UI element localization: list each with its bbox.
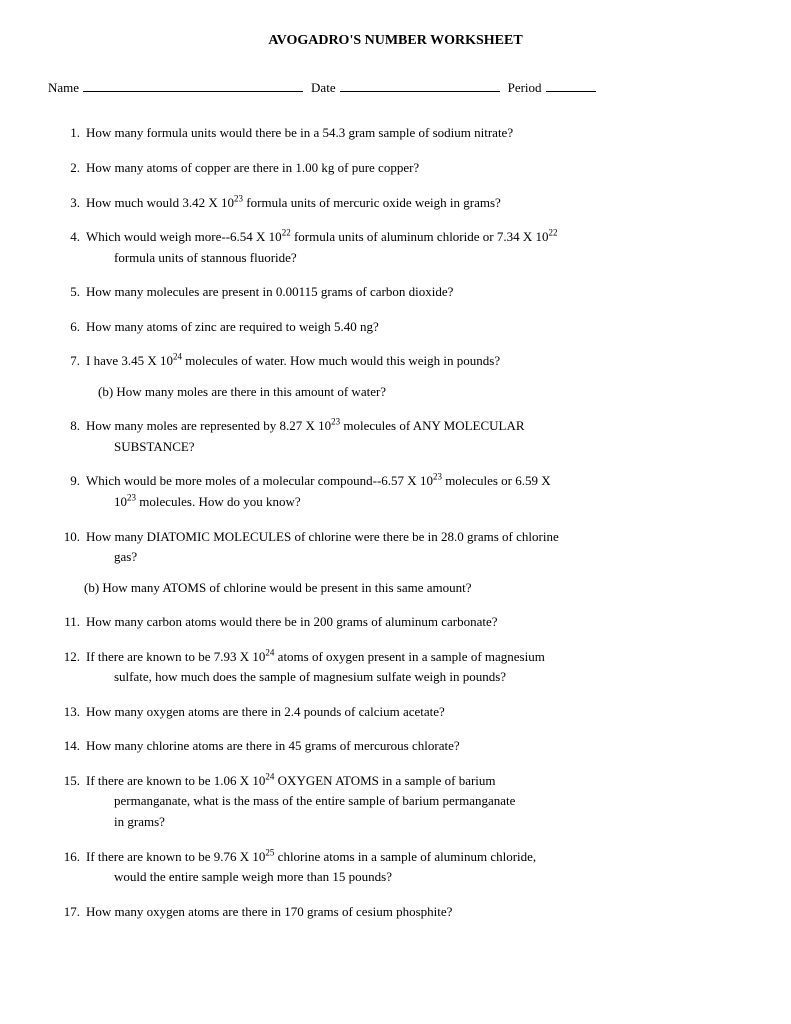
sub-question: (b) How many ATOMS of chlorine would be … bbox=[58, 579, 743, 597]
question-continuation: 1023 molecules. How do you know? bbox=[58, 493, 743, 511]
date-blank[interactable] bbox=[340, 79, 500, 92]
question-17: 17.How many oxygen atoms are there in 17… bbox=[58, 903, 743, 921]
question-continuation: formula units of stannous fluoride? bbox=[58, 249, 743, 267]
question-text: How many oxygen atoms are there in 2.4 p… bbox=[86, 703, 743, 721]
question-16: 16.If there are known to be 9.76 X 1025 … bbox=[58, 848, 743, 866]
question-number: 11. bbox=[58, 613, 86, 631]
question-text: How many oxygen atoms are there in 170 g… bbox=[86, 903, 743, 921]
name-blank[interactable] bbox=[83, 79, 303, 92]
question-continuation: in grams? bbox=[58, 813, 743, 831]
question-text: Which would be more moles of a molecular… bbox=[86, 472, 743, 490]
date-label: Date bbox=[311, 79, 336, 97]
question-number: 2. bbox=[58, 159, 86, 177]
question-continuation: gas? bbox=[58, 548, 743, 566]
question-12: 12.If there are known to be 7.93 X 1024 … bbox=[58, 648, 743, 666]
question-number: 3. bbox=[58, 194, 86, 212]
question-number: 14. bbox=[58, 737, 86, 755]
question-text: If there are known to be 9.76 X 1025 chl… bbox=[86, 848, 743, 866]
question-continuation: SUBSTANCE? bbox=[58, 438, 743, 456]
question-text: How many molecules are present in 0.0011… bbox=[86, 283, 743, 301]
question-number: 17. bbox=[58, 903, 86, 921]
question-number: 6. bbox=[58, 318, 86, 336]
question-number: 8. bbox=[58, 417, 86, 435]
question-number: 15. bbox=[58, 772, 86, 790]
question-text: I have 3.45 X 1024 molecules of water. H… bbox=[86, 352, 743, 370]
question-continuation: sulfate, how much does the sample of mag… bbox=[58, 668, 743, 686]
question-number: 4. bbox=[58, 228, 86, 246]
question-8: 8.How many moles are represented by 8.27… bbox=[58, 417, 743, 435]
question-14: 14.How many chlorine atoms are there in … bbox=[58, 737, 743, 755]
question-15: 15.If there are known to be 1.06 X 1024 … bbox=[58, 772, 743, 790]
question-text: How much would 3.42 X 1023 formula units… bbox=[86, 194, 743, 212]
question-6: 6.How many atoms of zinc are required to… bbox=[58, 318, 743, 336]
question-text: How many atoms of copper are there in 1.… bbox=[86, 159, 743, 177]
question-text: How many DIATOMIC MOLECULES of chlorine … bbox=[86, 528, 743, 546]
question-text: How many formula units would there be in… bbox=[86, 124, 743, 142]
question-text: If there are known to be 1.06 X 1024 OXY… bbox=[86, 772, 743, 790]
question-text: How many atoms of zinc are required to w… bbox=[86, 318, 743, 336]
question-text: Which would weigh more--6.54 X 1022 form… bbox=[86, 228, 743, 246]
question-5: 5.How many molecules are present in 0.00… bbox=[58, 283, 743, 301]
question-number: 5. bbox=[58, 283, 86, 301]
question-2: 2.How many atoms of copper are there in … bbox=[58, 159, 743, 177]
name-label: Name bbox=[48, 79, 79, 97]
question-11: 11.How many carbon atoms would there be … bbox=[58, 613, 743, 631]
question-number: 1. bbox=[58, 124, 86, 142]
questions-list: 1.How many formula units would there be … bbox=[48, 124, 743, 920]
question-4: 4.Which would weigh more--6.54 X 1022 fo… bbox=[58, 228, 743, 246]
question-7: 7.I have 3.45 X 1024 molecules of water.… bbox=[58, 352, 743, 370]
worksheet-title: AVOGADRO'S NUMBER WORKSHEET bbox=[48, 32, 743, 51]
question-text: How many moles are represented by 8.27 X… bbox=[86, 417, 743, 435]
question-9: 9.Which would be more moles of a molecul… bbox=[58, 472, 743, 490]
student-info-line: Name Date Period bbox=[48, 79, 743, 97]
question-text: If there are known to be 7.93 X 1024 ato… bbox=[86, 648, 743, 666]
question-number: 16. bbox=[58, 848, 86, 866]
question-1: 1.How many formula units would there be … bbox=[58, 124, 743, 142]
sub-question: (b) How many moles are there in this amo… bbox=[58, 383, 743, 401]
question-number: 9. bbox=[58, 472, 86, 490]
period-label: Period bbox=[508, 79, 542, 97]
period-blank[interactable] bbox=[546, 79, 596, 92]
question-text: How many chlorine atoms are there in 45 … bbox=[86, 737, 743, 755]
question-text: How many carbon atoms would there be in … bbox=[86, 613, 743, 631]
question-continuation: permanganate, what is the mass of the en… bbox=[58, 792, 743, 810]
question-number: 7. bbox=[58, 352, 86, 370]
question-3: 3.How much would 3.42 X 1023 formula uni… bbox=[58, 194, 743, 212]
question-number: 13. bbox=[58, 703, 86, 721]
question-number: 10. bbox=[58, 528, 86, 546]
question-13: 13.How many oxygen atoms are there in 2.… bbox=[58, 703, 743, 721]
question-10: 10.How many DIATOMIC MOLECULES of chlori… bbox=[58, 528, 743, 546]
question-number: 12. bbox=[58, 648, 86, 666]
question-continuation: would the entire sample weigh more than … bbox=[58, 868, 743, 886]
